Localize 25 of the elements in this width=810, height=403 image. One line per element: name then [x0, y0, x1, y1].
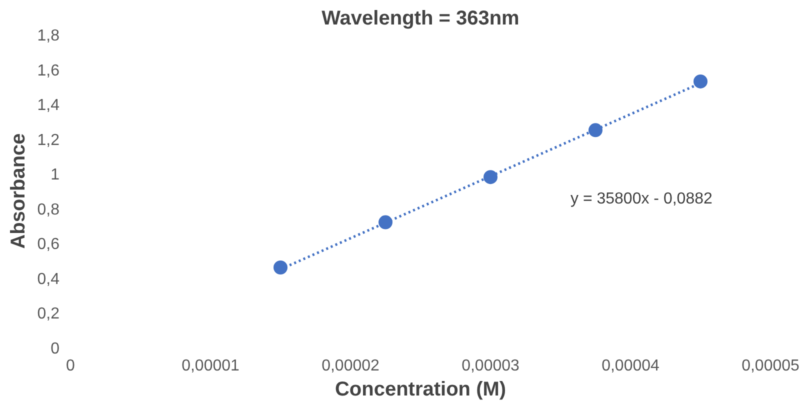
x-tick-label: 0,00002 — [322, 358, 380, 374]
y-tick-label: 0,4 — [37, 270, 60, 288]
x-axis-title: Concentration (M) — [334, 378, 506, 400]
x-tick-label: 0,00005 — [742, 358, 800, 374]
y-tick-label: 1,4 — [37, 97, 60, 114]
y-tick-label: 1 — [50, 166, 60, 184]
point — [274, 260, 288, 274]
chart-title: Wavelength = 363nm — [322, 8, 520, 30]
x-tick-label: 0,00001 — [182, 358, 240, 374]
y-tick-label: 0,2 — [37, 306, 60, 323]
annotation: y = 35800x - 0,0882 — [570, 190, 712, 208]
y-tick-label: 1,2 — [37, 132, 60, 149]
y-tick-label: 1,8 — [37, 28, 60, 44]
point — [378, 215, 392, 230]
point — [484, 170, 498, 184]
y-tick-label: 0 — [50, 340, 60, 358]
y-tick-label: 0,8 — [37, 201, 60, 218]
y-axis-title: Absorbance — [7, 133, 30, 249]
point — [588, 123, 602, 138]
x-tick-label: 0,00003 — [462, 358, 520, 374]
point — [694, 74, 708, 88]
x-tick-label: 0,00004 — [602, 358, 660, 374]
y-tick-label: 0,6 — [37, 236, 60, 254]
x-tick-label: 0 — [66, 358, 76, 374]
y-tick-label: 1,6 — [37, 62, 60, 80]
